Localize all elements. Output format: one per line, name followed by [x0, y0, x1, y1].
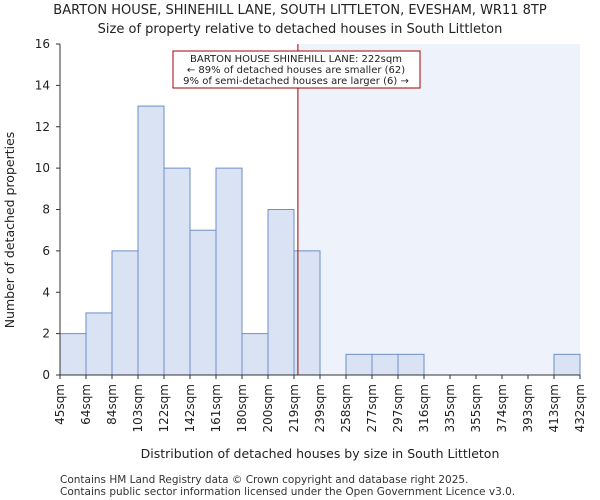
chart-subtitle: Size of property relative to detached ho…	[98, 22, 503, 37]
y-tick-label-4: 4	[42, 285, 50, 299]
x-tick-label-161sqm: 161sqm	[209, 384, 223, 432]
x-tick-label-297sqm: 297sqm	[391, 384, 405, 432]
bar-84sqm	[111, 250, 139, 376]
bar-103sqm	[137, 105, 165, 376]
property-annotation: BARTON HOUSE SHINEHILL LANE: 222sqm ← 89…	[172, 50, 421, 89]
x-tick-label-393sqm: 393sqm	[521, 384, 535, 432]
y-tick-label-8: 8	[42, 203, 50, 217]
x-tick-label-219sqm: 219sqm	[287, 384, 301, 432]
x-tick-label-200sqm: 200sqm	[261, 384, 275, 432]
bar-258sqm	[345, 353, 373, 376]
bar-161sqm	[215, 167, 243, 376]
x-tick-label-45sqm: 45sqm	[53, 384, 67, 425]
x-tick-label-84sqm: 84sqm	[105, 384, 119, 425]
x-tick-label-64sqm: 64sqm	[79, 384, 93, 425]
bar-142sqm	[189, 229, 217, 376]
chart-title: BARTON HOUSE, SHINEHILL LANE, SOUTH LITT…	[53, 3, 547, 18]
bar-122sqm	[163, 167, 191, 376]
x-tick-label-355sqm: 355sqm	[469, 384, 483, 432]
x-axis-label: Distribution of detached houses by size …	[141, 446, 500, 461]
x-ticks: 45sqm 64sqm 84sqm 103sqm 122sqm 142sqm 161sqm 1…	[53, 375, 587, 432]
annotation-box	[172, 50, 421, 89]
x-tick-label-122sqm: 122sqm	[157, 384, 171, 432]
bar-413sqm	[553, 353, 581, 376]
y-tick-label-12: 12	[35, 120, 50, 134]
y-tick-label-2: 2	[42, 327, 50, 341]
y-tick-label-10: 10	[35, 161, 50, 175]
x-tick-label-374sqm: 374sqm	[495, 384, 509, 432]
y-tick-label-16: 16	[35, 37, 50, 51]
bar-45sqm	[59, 333, 87, 376]
y-axis-label: Number of detached properties	[2, 132, 17, 329]
bar-180sqm	[241, 333, 269, 376]
x-tick-label-239sqm: 239sqm	[313, 384, 327, 432]
annotation-line-2: ← 89% of detached houses are smaller (62…	[187, 65, 405, 76]
bar-277sqm	[371, 353, 399, 376]
x-tick-label-335sqm: 335sqm	[443, 384, 457, 432]
annotation-line-3: 9% of semi-detached houses are larger (6…	[183, 76, 409, 87]
bar-64sqm	[85, 312, 113, 376]
x-tick-label-413sqm: 413sqm	[547, 384, 561, 432]
bar-200sqm	[267, 209, 295, 376]
bars	[59, 105, 581, 376]
y-tick-label-14: 14	[35, 78, 50, 92]
x-tick-label-316sqm: 316sqm	[417, 384, 431, 432]
footer-line-2: Contains public sector information licen…	[60, 486, 515, 498]
x-tick-label-103sqm: 103sqm	[131, 384, 145, 432]
x-tick-label-142sqm: 142sqm	[183, 384, 197, 432]
annotation-line-1: BARTON HOUSE SHINEHILL LANE: 222sqm	[190, 54, 402, 65]
x-tick-label-180sqm: 180sqm	[235, 384, 249, 432]
x-tick-label-432sqm: 432sqm	[573, 384, 587, 432]
right-of-property-shading	[297, 44, 580, 375]
y-ticks: 0 2 4 6 8 10 12 14 16	[35, 37, 60, 382]
y-tick-label-0: 0	[42, 368, 50, 382]
x-tick-label-258sqm: 258sqm	[339, 384, 353, 432]
y-tick-label-6: 6	[42, 244, 50, 258]
bar-297sqm	[397, 353, 425, 376]
x-tick-label-277sqm: 277sqm	[365, 384, 379, 432]
footer-line-1: Contains HM Land Registry data © Crown c…	[60, 474, 468, 486]
